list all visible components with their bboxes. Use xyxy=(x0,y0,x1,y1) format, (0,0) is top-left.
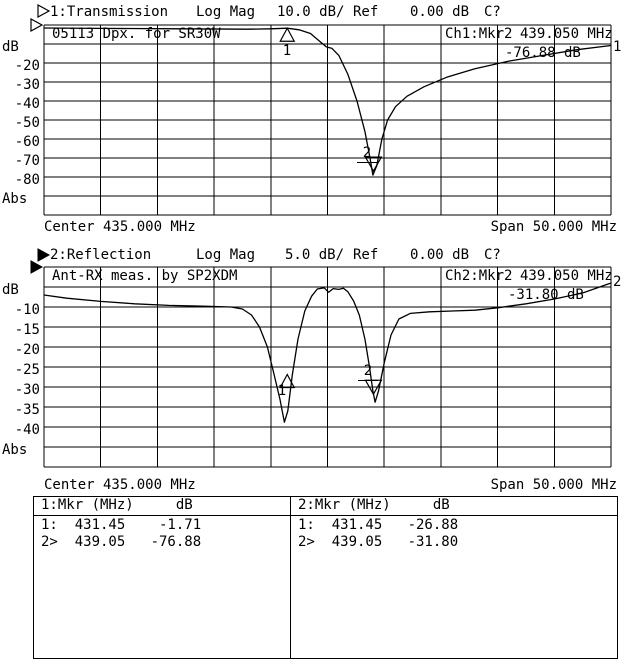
ch2-plot-title: Ant-RX meas. by SP2XDM xyxy=(52,268,238,284)
ch2-ref-value: 0.00 dB xyxy=(410,247,470,263)
marker-table-ch1-row: 1: 431.45 -1.71 xyxy=(41,517,202,533)
marker-table-ch1: 1:Mkr (MHz) dB 1: 431.45 -1.71 2> 439.05… xyxy=(34,497,291,658)
channel-1-graticule xyxy=(43,24,612,216)
reflection-trace xyxy=(43,282,612,423)
ch2-ytick: -35 xyxy=(14,402,40,418)
ch2-scale: 5.0 dB/ xyxy=(285,247,345,263)
ch2-unit-label: dB xyxy=(2,282,19,298)
ch1-ytick: -60 xyxy=(14,134,40,150)
marker-table-ch2-row: 1: 431.45 -26.88 xyxy=(298,517,459,533)
transmission-trace xyxy=(43,27,612,176)
ch1-trace-title: 1:Transmission xyxy=(50,4,169,20)
ch1-span: Span 50.000 MHz xyxy=(490,219,617,235)
ch1-marker-readout-label: Ch1:Mkr2 xyxy=(445,26,513,42)
ch2-format: Log Mag xyxy=(196,247,256,263)
channel-1-header-marker-icon xyxy=(37,3,51,19)
ch2-cal-status: C? xyxy=(484,247,501,263)
ch2-marker-readout-value: -31.80 dB xyxy=(508,287,584,303)
ch2-center-freq: Center 435.000 MHz xyxy=(44,477,196,493)
ch2-ytick: -15 xyxy=(14,322,40,338)
ch2-ytick: -40 xyxy=(14,422,40,438)
ch2-span: Span 50.000 MHz xyxy=(490,477,617,493)
ch2-trace-title: 2:Reflection xyxy=(50,247,152,263)
ch2-marker-readout-label: Ch2:Mkr2 xyxy=(445,268,513,284)
ch2-channel-id: 2 xyxy=(613,274,622,290)
ch1-ytick: -20 xyxy=(14,58,40,74)
ch1-ytick: -80 xyxy=(14,172,40,188)
ch1-marker-readout-value: -76.88 dB xyxy=(505,45,581,61)
channel-2-header-marker-icon xyxy=(37,248,51,262)
ch1-ytick: -40 xyxy=(14,96,40,112)
ch2-marker-2-number: 2 xyxy=(358,364,378,381)
marker-table-ch2: 2:Mkr (MHz) dB 1: 431.45 -26.88 2> 439.0… xyxy=(291,497,617,658)
ch1-marker-readout-freq: 439.050 MHz xyxy=(520,26,613,42)
ch1-ytick: -70 xyxy=(14,153,40,169)
ch2-ytick: -25 xyxy=(14,362,40,378)
ch2-ytick: -20 xyxy=(14,342,40,358)
ch1-ref-value: 0.00 dB xyxy=(410,4,470,20)
ch1-channel-id: 1 xyxy=(613,39,622,55)
channel-1-ref-level-icon xyxy=(30,17,44,33)
ch2-ytick: -30 xyxy=(14,382,40,398)
ch1-marker-1-icon xyxy=(279,26,296,42)
channel-2-graticule xyxy=(43,266,612,468)
ch2-marker-readout-freq: 439.050 MHz xyxy=(520,268,613,284)
ch2-marker-1-number: 1 xyxy=(277,383,287,399)
ch2-abs-label: Abs xyxy=(2,442,28,458)
channel-2-ref-level-icon xyxy=(30,260,44,274)
ch1-marker-1-number: 1 xyxy=(282,43,292,59)
ch1-ref-label: Ref xyxy=(353,4,379,20)
ch1-scale: 10.0 dB/ xyxy=(277,4,345,20)
marker-table-ch2-header: 2:Mkr (MHz) dB xyxy=(291,497,617,516)
ch1-center-freq: Center 435.000 MHz xyxy=(44,219,196,235)
ch2-ytick: -10 xyxy=(14,302,40,318)
ch2-ref-label: Ref xyxy=(353,247,379,263)
marker-table-ch1-header: 1:Mkr (MHz) dB xyxy=(34,497,290,516)
ch1-marker-2-icon xyxy=(364,156,383,173)
ch1-marker-2-number: 2 xyxy=(357,146,377,163)
marker-table-ch2-row: 2> 439.05 -31.80 xyxy=(298,534,459,550)
ch1-cal-status: C? xyxy=(484,4,501,20)
ch1-format: Log Mag xyxy=(196,4,256,20)
ch2-marker-1-icon xyxy=(279,373,296,389)
ch1-unit-label: dB xyxy=(2,39,19,55)
marker-table-ch1-row: 2> 439.05 -76.88 xyxy=(41,534,202,550)
marker-table: 1:Mkr (MHz) dB 1: 431.45 -1.71 2> 439.05… xyxy=(33,496,618,659)
ch1-abs-label: Abs xyxy=(2,191,28,207)
ch1-ytick: -30 xyxy=(14,77,40,93)
ch1-plot-title: 05113 Dpx. for SR30W xyxy=(52,26,221,42)
ch1-ytick: -50 xyxy=(14,115,40,131)
